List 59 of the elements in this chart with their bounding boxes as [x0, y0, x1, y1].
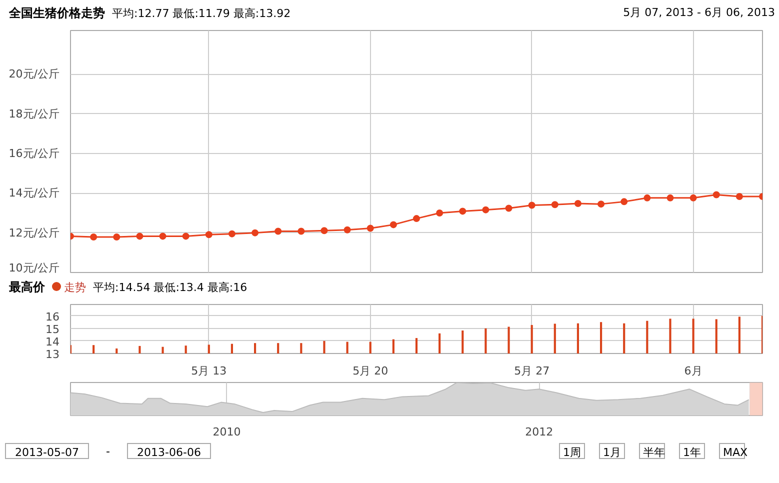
point — [436, 210, 444, 216]
y-tick-label: 14 — [46, 335, 60, 348]
y-tick-label: 15 — [46, 322, 60, 336]
chart-subtitle: 平均:14.54 最低:13.4 最高:16 — [93, 281, 248, 294]
point — [598, 200, 605, 208]
text: 1年 — [683, 445, 701, 461]
y-tick-label: 13 — [46, 348, 60, 361]
y-tick-label: 18元/公斤 — [8, 107, 60, 120]
point — [182, 232, 190, 240]
y-tick-label: 20元/公斤 — [8, 68, 60, 81]
text: 5月 07, 2013 - 6月 06, 2013 — [623, 5, 775, 21]
point — [736, 193, 743, 200]
point — [366, 224, 374, 232]
point — [620, 198, 628, 206]
point — [551, 201, 558, 208]
point — [390, 221, 397, 228]
x-tick-label: 5月 27 — [514, 364, 550, 378]
point — [90, 234, 98, 240]
point — [644, 194, 651, 202]
point — [574, 200, 582, 207]
point — [712, 191, 720, 198]
point — [690, 194, 697, 202]
point — [528, 202, 536, 209]
x-tick-label: 2012 — [525, 426, 554, 438]
text: - — [106, 444, 110, 460]
text: 半年 — [643, 445, 665, 461]
point — [113, 234, 120, 240]
x-tick-label: 2010 — [212, 426, 241, 438]
y-tick-label: 10元/公斤 — [8, 262, 60, 274]
point — [344, 226, 351, 234]
point — [136, 232, 144, 240]
point — [320, 227, 328, 234]
point — [666, 194, 674, 202]
point — [482, 206, 490, 214]
y-tick-label: 16元/公斤 — [8, 146, 60, 160]
x-tick-label: 5月 20 — [352, 364, 388, 378]
text: 2013-06-06 — [137, 445, 201, 461]
point — [205, 231, 212, 238]
point — [159, 232, 166, 240]
point — [298, 228, 305, 235]
text: MAX — [723, 445, 748, 461]
point — [505, 204, 512, 212]
text: 2013-05-07 — [15, 445, 79, 461]
text: 1月 — [603, 445, 621, 461]
y-tick-label: 16 — [46, 310, 60, 324]
chart-subtitle: 平均:12.77 最低:11.79 最高:13.92 — [112, 7, 291, 20]
point — [274, 228, 282, 235]
y-tick-label: 14元/公斤 — [8, 186, 60, 200]
legend-label: 走势 — [64, 281, 86, 294]
y-tick-label: 12元/公斤 — [8, 226, 60, 240]
x-tick-label: 5月 13 — [191, 364, 227, 378]
text: 1周 — [563, 445, 581, 461]
point — [413, 215, 420, 222]
chart-title: 全国生猪价格走势 — [9, 6, 105, 20]
point — [459, 208, 466, 215]
x-tick-label: 6月 — [684, 364, 702, 378]
point — [252, 229, 259, 236]
point — [228, 230, 236, 238]
chart-title: 最高价 — [9, 280, 45, 294]
